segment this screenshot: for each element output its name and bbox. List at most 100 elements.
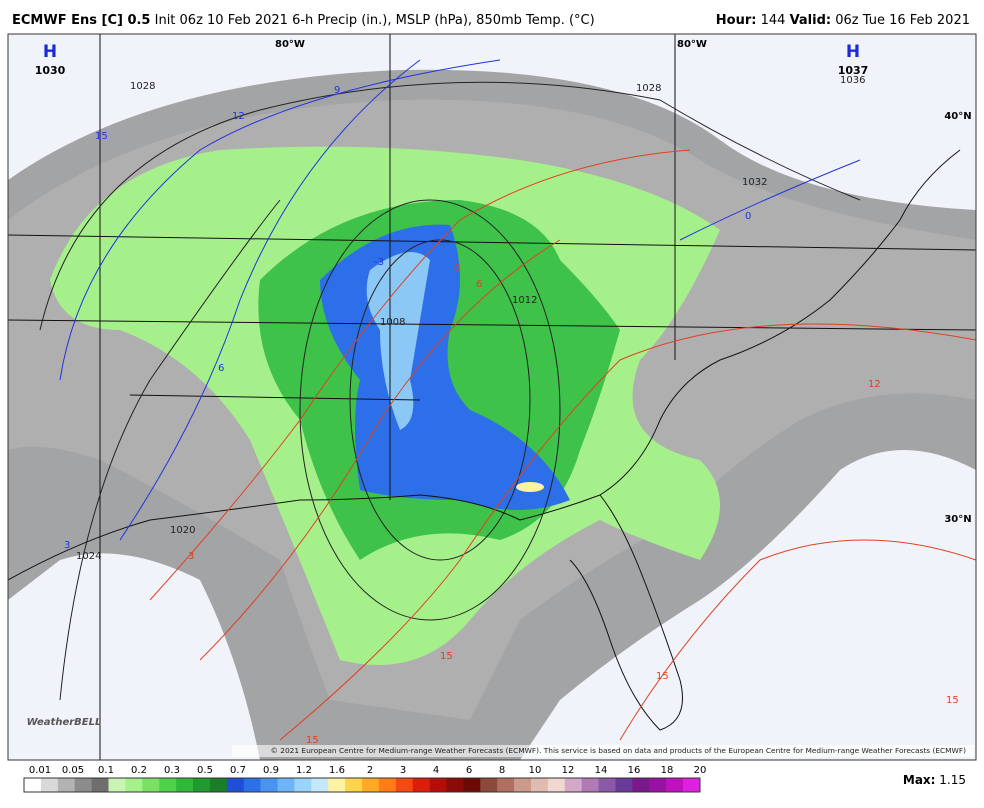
isobar-label: 1020 [170,525,195,536]
isotherm-label: -3 [374,257,384,268]
isotherm-label: 0 [454,263,460,274]
hour: 144 [761,13,786,28]
colorbar-swatch [463,778,481,792]
colorbar-label: 20 [694,765,707,776]
colorbar-swatch [40,778,59,792]
colorbar-swatch [260,778,278,792]
colorbar-swatch [395,778,413,792]
colorbar: 0.01 0.05 0.1 0.2 0.3 0.5 0.7 0.9 1.2 1.6 2 3 4 6 8 10 1… [23,765,707,793]
colorbar-swatch [683,778,701,792]
isotherm-label: 0 [745,211,751,222]
colorbar-swatch [666,778,684,792]
high-pressure: 1030 [35,64,66,77]
isotherm-label: 12 [868,379,881,390]
isotherm-label: 15 [440,651,453,662]
colorbar-label: 0.3 [164,765,180,776]
isobar-label: 1032 [742,177,767,188]
fields: 6-h Precip (in.), MSLP (hPa), 850mb Temp… [292,13,595,28]
colorbar-swatch [125,778,143,792]
colorbar-swatch [277,778,295,792]
colorbar-swatch [649,778,667,792]
colorbar-label: 1.6 [329,765,345,776]
isotherm-label: 15 [946,695,959,706]
colorbar-swatch [412,778,430,792]
isobar-label: 1028 [636,83,661,94]
map: H 1030 H 1037 80°W 80°W 40°N 30°N 1028 1… [8,34,976,760]
header-right: Hour: 144 Valid: 06z Tue 16 Feb 2021 [716,13,970,28]
init: Init 06z 10 Feb 2021 [155,13,288,28]
colorbar-swatch [429,778,447,792]
isotherms-warm [149,149,976,741]
colorbar-swatch [497,778,515,792]
colorbar-label: 3 [400,765,406,776]
lon-label: 80°W [677,39,707,50]
isobar-label: 1036 [840,75,865,86]
colorbar-swatch [547,778,566,792]
colorbar-frame [23,777,701,793]
isotherm-label: 15 [306,735,319,746]
colorbar-swatch [581,778,599,792]
valid: 06z Tue 16 Feb 2021 [835,13,970,28]
isotherm-label: 15 [95,131,108,142]
colorbar-swatch [142,778,160,792]
isobars [39,81,861,701]
colorbar-label: 0.2 [131,765,147,776]
high-pressure: 1037 [838,64,869,77]
colorbar-label: 18 [661,765,674,776]
map-frame [7,33,977,761]
colorbar-swatch [193,778,211,792]
colorbar-swatch [159,778,177,792]
isotherm-label: 3 [188,551,194,562]
lat-label: 30°N [944,514,971,525]
colorbar-swatch [362,778,380,792]
colorbar-swatch [514,778,532,792]
isotherm-label: 12 [232,111,245,122]
colorbar-label: 0.1 [98,765,114,776]
colorbar-label: 8 [499,765,505,776]
colorbar-label: 2 [367,765,373,776]
colorbar-swatch [345,778,363,792]
colorbar-label: 0.01 [29,765,51,776]
max-readout: Max: 1.15 [903,773,966,787]
colorbar-swatch [632,778,650,792]
high-symbol: H [43,42,57,62]
colorbar-swatch [446,778,464,792]
colorbar-label: 10 [529,765,542,776]
isotherm-label: 6 [218,363,224,374]
colorbar-label: 6 [466,765,472,776]
colorbar-label: 0.9 [263,765,279,776]
colorbar-label: 12 [562,765,575,776]
colorbar-swatch [74,778,92,792]
colorbar-label: 1.2 [296,765,312,776]
isotherm-labels: 15 12 9 6 3 0 -3 3 15 15 15 15 12 0 6 [64,85,959,746]
isotherm-label: 6 [476,279,482,290]
colorbar-label: 4 [433,765,439,776]
colorbar-swatch [243,778,261,792]
colorbar-swatch [209,778,228,792]
colorbar-label: 0.05 [62,765,84,776]
isobar-label: 1024 [76,551,101,562]
copyright: © 2021 European Centre for Medium-range … [271,746,967,755]
max-label: Max: [903,773,936,787]
colorbar-swatch [311,778,329,792]
isobar-label: 1012 [512,295,537,306]
precip-light-blue [366,252,430,430]
isotherm-label: 3 [64,540,70,551]
precip-max [516,482,544,492]
colorbar-label: 16 [628,765,641,776]
colorbar-swatch [378,778,397,792]
colorbar-swatch [531,778,549,792]
colorbar-swatch [176,778,194,792]
lon-label: 80°W [275,39,305,50]
colorbar-swatch [108,778,126,792]
hour-label: Hour: [716,13,757,28]
colorbar-label: 0.7 [230,765,246,776]
colorbar-swatch [294,778,312,792]
colorbar-swatch [480,778,498,792]
grid-labels: 80°W 80°W 40°N 30°N [275,39,972,525]
max-value: 1.15 [939,773,966,787]
isobar-labels: 1028 1028 1032 1036 1012 1008 1020 1024 [76,75,865,562]
copyright-bg [232,745,974,757]
